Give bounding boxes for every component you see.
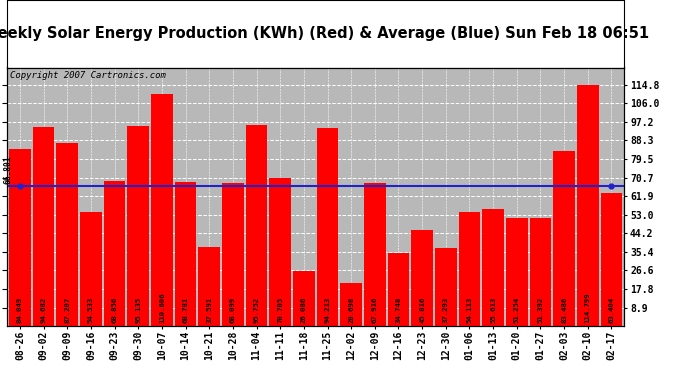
Bar bbox=[222, 183, 244, 326]
Text: 94.682: 94.682 bbox=[41, 297, 46, 323]
Text: 26.086: 26.086 bbox=[301, 297, 307, 323]
Bar bbox=[435, 248, 457, 326]
Bar bbox=[506, 218, 528, 326]
Bar bbox=[269, 177, 291, 326]
Bar bbox=[388, 253, 409, 326]
Bar bbox=[80, 211, 102, 326]
Text: 51.392: 51.392 bbox=[538, 297, 544, 323]
Bar bbox=[340, 283, 362, 326]
Text: 63.404: 63.404 bbox=[609, 297, 614, 323]
Text: 70.705: 70.705 bbox=[277, 297, 283, 323]
Text: 20.698: 20.698 bbox=[348, 297, 354, 323]
Bar bbox=[175, 182, 197, 326]
Text: 68.099: 68.099 bbox=[230, 297, 236, 323]
Text: 84.049: 84.049 bbox=[17, 297, 23, 323]
Bar bbox=[246, 125, 268, 326]
Bar bbox=[529, 218, 551, 326]
Bar bbox=[151, 94, 172, 326]
Bar bbox=[32, 127, 55, 326]
Text: 54.533: 54.533 bbox=[88, 297, 94, 323]
Text: 114.799: 114.799 bbox=[585, 292, 591, 323]
Text: Weekly Solar Energy Production (KWh) (Red) & Average (Blue) Sun Feb 18 06:51: Weekly Solar Energy Production (KWh) (Re… bbox=[0, 26, 649, 41]
Text: 83.486: 83.486 bbox=[561, 297, 567, 323]
Text: Copyright 2007 Cartronics.com: Copyright 2007 Cartronics.com bbox=[10, 71, 166, 80]
Text: 51.254: 51.254 bbox=[514, 297, 520, 323]
Bar bbox=[482, 209, 504, 326]
Text: 68.781: 68.781 bbox=[183, 297, 188, 323]
Bar bbox=[553, 151, 575, 326]
Text: 37.591: 37.591 bbox=[206, 297, 213, 323]
Bar bbox=[128, 126, 149, 326]
Bar bbox=[317, 128, 338, 326]
Bar bbox=[600, 193, 622, 326]
Text: 95.135: 95.135 bbox=[135, 297, 141, 323]
Bar bbox=[9, 150, 31, 326]
Text: 55.613: 55.613 bbox=[490, 297, 496, 323]
Text: 94.213: 94.213 bbox=[324, 297, 331, 323]
Text: 34.748: 34.748 bbox=[395, 297, 402, 323]
Text: 87.207: 87.207 bbox=[64, 297, 70, 323]
Bar bbox=[293, 272, 315, 326]
Text: 54.113: 54.113 bbox=[466, 297, 473, 323]
Text: 66.801: 66.801 bbox=[3, 155, 12, 184]
Bar bbox=[57, 143, 78, 326]
Text: 95.752: 95.752 bbox=[253, 297, 259, 323]
Bar bbox=[364, 183, 386, 326]
Text: 67.916: 67.916 bbox=[372, 297, 378, 323]
Text: 68.856: 68.856 bbox=[112, 297, 117, 323]
Bar bbox=[104, 182, 126, 326]
Bar bbox=[577, 85, 599, 326]
Bar bbox=[198, 247, 220, 326]
Text: 37.293: 37.293 bbox=[443, 297, 448, 323]
Bar bbox=[459, 212, 480, 326]
Text: 110.606: 110.606 bbox=[159, 292, 165, 323]
Text: 45.816: 45.816 bbox=[419, 297, 425, 323]
Bar bbox=[411, 230, 433, 326]
